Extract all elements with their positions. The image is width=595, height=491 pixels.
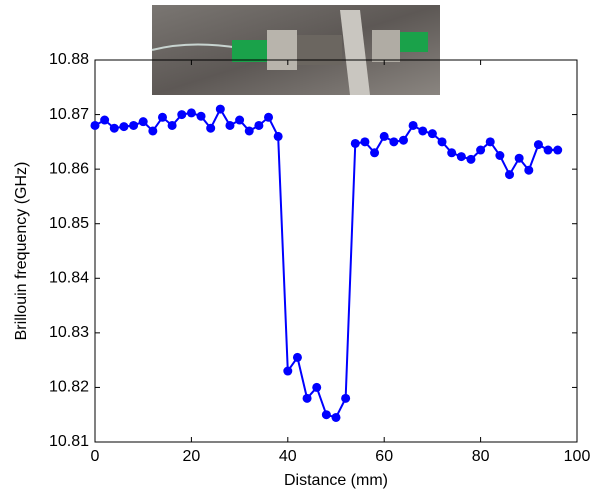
data-point <box>119 122 129 132</box>
data-point <box>90 120 100 130</box>
data-point <box>148 126 158 136</box>
y-tick-label: 10.81 <box>49 433 89 450</box>
data-point <box>129 120 139 130</box>
data-point <box>379 131 389 141</box>
y-tick-label: 10.85 <box>49 215 89 232</box>
data-point <box>264 112 274 122</box>
x-axis-label: Distance (mm) <box>284 472 388 489</box>
plot-frame <box>94 59 578 443</box>
data-point <box>360 137 370 147</box>
data-point <box>235 115 245 125</box>
y-tick-label: 10.86 <box>49 160 89 177</box>
data-point <box>418 126 428 136</box>
data-point <box>206 123 216 133</box>
y-tick-label: 10.82 <box>49 379 89 396</box>
x-tick-label: 80 <box>472 448 490 465</box>
data-point <box>505 170 515 180</box>
data-point <box>466 154 476 164</box>
data-point <box>283 366 293 376</box>
data-point <box>543 145 553 155</box>
y-axis-label: Brillouin frequency (GHz) <box>13 162 30 341</box>
data-point <box>350 138 360 148</box>
data-point <box>167 120 177 130</box>
data-point <box>389 137 399 147</box>
data-line <box>94 107 558 419</box>
x-tick-label: 60 <box>375 448 393 465</box>
data-point <box>196 111 206 121</box>
data-point <box>398 135 408 145</box>
photo-inset <box>151 5 440 95</box>
x-tick-label: 100 <box>564 448 591 465</box>
y-tick-label: 10.83 <box>49 324 89 341</box>
data-point <box>273 131 283 141</box>
data-point <box>244 126 254 136</box>
data-point <box>341 393 351 403</box>
y-tick-label: 10.88 <box>49 51 89 68</box>
data-point <box>456 152 466 162</box>
data-point <box>485 137 495 147</box>
data-point <box>370 148 380 158</box>
data-point <box>524 165 534 175</box>
data-point <box>157 112 167 122</box>
x-tick-label: 20 <box>183 448 201 465</box>
data-point <box>177 110 187 120</box>
data-point <box>437 137 447 147</box>
data-point <box>312 382 322 392</box>
data-point <box>109 123 119 133</box>
x-tick-label: 0 <box>91 448 100 465</box>
data-point <box>321 410 331 420</box>
data-point <box>447 148 457 158</box>
data-point <box>138 117 148 127</box>
data-point <box>100 115 110 125</box>
data-point <box>553 145 563 155</box>
data-point <box>215 104 225 114</box>
data-point <box>331 412 341 422</box>
data-point <box>302 393 312 403</box>
data-point <box>427 129 437 139</box>
data-point <box>533 140 543 150</box>
data-point <box>225 120 235 130</box>
data-point <box>292 352 302 362</box>
data-point <box>254 120 264 130</box>
y-tick-label: 10.84 <box>49 270 89 287</box>
data-point <box>476 145 486 155</box>
data-point <box>408 120 418 130</box>
data-point <box>495 151 505 160</box>
x-tick-label: 40 <box>279 448 297 465</box>
data-point <box>186 108 196 118</box>
data-point <box>514 153 524 163</box>
y-tick-label: 10.87 <box>49 106 89 123</box>
